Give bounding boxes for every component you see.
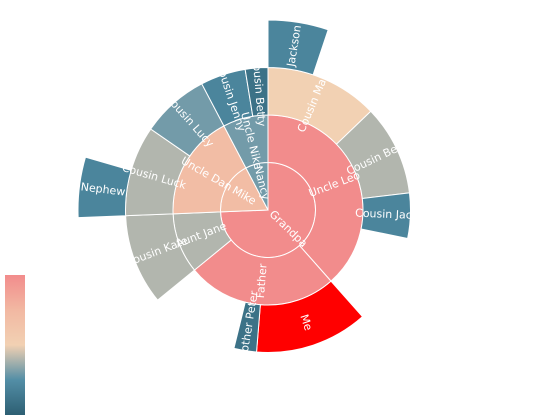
sunburst-segment (233, 301, 261, 353)
sunburst-segment (360, 192, 411, 240)
visual-map (5, 275, 25, 415)
segment-label: Nephew (80, 180, 126, 198)
segment-label: Me (297, 313, 315, 333)
sunburst-segment (267, 19, 329, 76)
segment-label: Father (254, 263, 270, 299)
sunburst (77, 19, 411, 353)
segment-label: Cousin Jack (355, 207, 419, 223)
segment-label: Cousin Betty (250, 56, 269, 127)
sunburst-segment (244, 66, 269, 117)
sunburst-segment (77, 156, 132, 219)
